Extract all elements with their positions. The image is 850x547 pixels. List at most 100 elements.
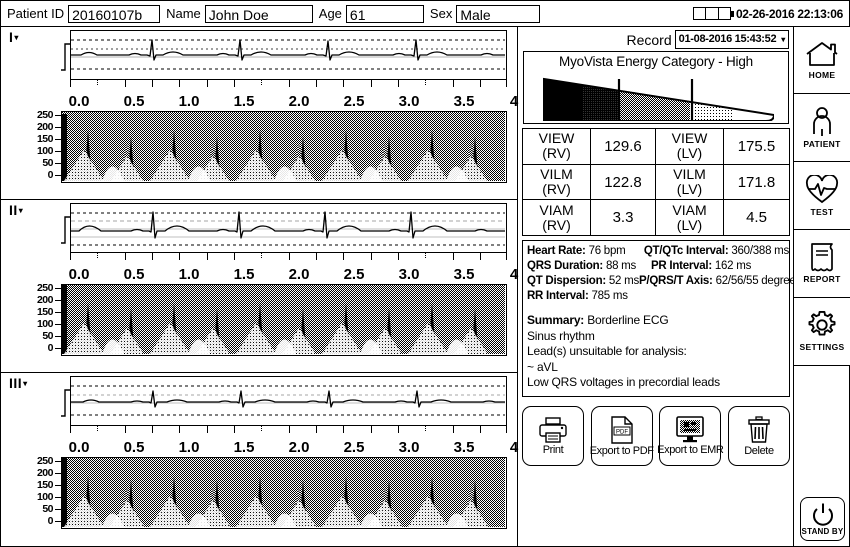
spectrogram-canvas-III xyxy=(62,458,505,527)
age-label: Age xyxy=(318,6,342,21)
lead-block-I: I ▾ xyxy=(1,27,518,200)
sidebar-item-test-label: TEST xyxy=(810,206,834,217)
lead-label-III: III xyxy=(9,375,23,391)
energy-category-title: MyoVista Energy Category - High xyxy=(559,54,753,69)
qt-qtc-key: QT/QTc Interval: xyxy=(643,245,729,257)
printer-icon xyxy=(539,416,567,443)
standby-button[interactable]: STAND BY xyxy=(800,497,845,541)
qt-dispersion-value: 52 ms xyxy=(608,275,639,287)
spectrogram-canvas-I xyxy=(62,112,505,181)
sidebar-item-report-label: REPORT xyxy=(803,274,841,285)
record-selector-row: Record 01-08-2016 15:43:52 ▾ xyxy=(626,30,789,49)
current-datetime: 02-26-2016 22:13:06 xyxy=(735,6,843,21)
pr-interval-value: 162 ms xyxy=(714,260,752,272)
time-axis-labels-III: 0.0 0.5 1.0 1.5 2.0 2.5 3.0 3.5 4 xyxy=(68,439,519,456)
person-icon xyxy=(813,107,831,136)
qrs-duration-value: 88 ms xyxy=(605,260,637,272)
chevron-down-icon: ▾ xyxy=(14,33,19,42)
record-label: Record xyxy=(626,31,672,48)
qt-dispersion-key: QT Dispersion: xyxy=(527,275,606,287)
delete-button-label: Delete xyxy=(744,444,774,457)
print-button[interactable]: Print xyxy=(522,406,584,466)
pdf-file-icon: PDF xyxy=(610,415,633,444)
spectrogram-III: 250 200 150 100 50 0 xyxy=(1,455,511,539)
sex-label: Sex xyxy=(429,6,453,21)
summary-key: Summary: xyxy=(527,313,585,327)
sidebar-item-report[interactable]: REPORT xyxy=(794,228,850,298)
sidebar-item-patient[interactable]: PATIENT xyxy=(794,93,850,163)
main-navigation-sidebar: HOME PATIENT TEST REPORT xyxy=(793,25,850,547)
lead-selector-III[interactable]: III ▾ xyxy=(9,375,28,391)
cell-vilm-lv-label: VILM (LV) xyxy=(656,164,724,200)
summary-line-1: Sinus rhythm xyxy=(527,328,595,343)
heart-rate-key: Heart Rate: xyxy=(527,245,586,257)
summary-line-2: Lead(s) unsuitable for analysis: xyxy=(527,344,687,358)
sidebar-item-test[interactable]: TEST xyxy=(794,161,850,231)
measurements-panel: Heart Rate: 76 bpm QT/QTc Interval: 360/… xyxy=(522,240,796,309)
lead-selector-I[interactable]: I ▾ xyxy=(9,30,19,44)
svg-text:PDF: PDF xyxy=(616,429,628,435)
spectrogram-canvas-II xyxy=(62,285,505,354)
print-button-label: Print xyxy=(542,443,564,456)
time-tick-row-III xyxy=(70,426,507,437)
lead-label-II: II xyxy=(9,202,18,218)
lead-selector-II[interactable]: II ▾ xyxy=(9,202,24,218)
table-row-view: VIEW (RV) 129.6 VIEW (LV) 175.5 xyxy=(523,129,789,165)
ecg-trace-box-III[interactable] xyxy=(70,376,507,426)
name-field[interactable]: John Doe xyxy=(204,4,313,23)
spectrogram-II: 250 200 150 100 50 0 xyxy=(1,282,511,366)
lead-block-II: II ▾ xyxy=(1,200,518,373)
gear-icon xyxy=(808,310,836,336)
summary-value: Borderline ECG xyxy=(584,313,669,327)
ecg-trace-box-I[interactable] xyxy=(70,30,507,80)
sidebar-item-home-label: HOME xyxy=(808,70,836,81)
ecg-trace-III xyxy=(71,385,505,416)
qt-qtc-value: 360/388 ms xyxy=(731,245,789,257)
cell-viam-lv-label: VIAM (LV) xyxy=(656,200,724,236)
sex-field[interactable]: Male xyxy=(456,4,541,23)
time-axis-labels-I: 0.0 0.5 1.0 1.5 2.0 2.5 3.0 3.5 4 xyxy=(68,93,519,110)
house-icon xyxy=(806,42,838,67)
ecg-trace-box-II[interactable] xyxy=(70,203,507,253)
chevron-down-icon: ▾ xyxy=(23,379,28,388)
cell-view-rv-label: VIEW (RV) xyxy=(523,129,591,164)
export-pdf-button-label: Export to PDF xyxy=(589,444,654,457)
monitor-icon xyxy=(676,416,705,443)
cell-vilm-rv-value: 122.8 xyxy=(591,164,656,200)
ecg-panels: I ▾ xyxy=(1,27,518,547)
pr-interval-key: PR Interval: xyxy=(651,260,712,272)
sidebar-item-settings[interactable]: SETTINGS xyxy=(794,296,850,366)
measurement-row-1: Heart Rate: 76 bpm QT/QTc Interval: 360/… xyxy=(527,244,789,259)
spectrogram-image-III[interactable] xyxy=(61,457,507,529)
frequency-axis-III: 250 200 150 100 50 0 xyxy=(15,455,61,529)
export-pdf-button[interactable]: PDF Export to PDF xyxy=(589,406,654,466)
chevron-down-icon: ▾ xyxy=(18,206,24,215)
sidebar-item-home[interactable]: HOME xyxy=(794,25,850,95)
cell-viam-lv-value: 4.5 xyxy=(746,209,767,227)
cell-viam-rv-label: VIAM (RV) xyxy=(523,200,591,236)
view-vilm-viam-table: VIEW (RV) 129.6 VIEW (LV) 175.5 VILM (RV) 1… xyxy=(522,128,790,236)
results-panel: Record 01-08-2016 15:43:52 ▾ MyoVista En… xyxy=(517,27,796,547)
power-icon xyxy=(812,503,833,526)
patient-id-field[interactable]: 20160107b xyxy=(68,4,161,23)
rr-interval-key: RR Interval: xyxy=(527,290,589,302)
cell-view-lv-label: VIEW (LV) xyxy=(656,129,724,164)
frequency-axis-I: 250 200 150 100 50 0 xyxy=(15,109,61,183)
spectrogram-image-II[interactable] xyxy=(61,284,507,356)
ecg-trace-II xyxy=(71,211,505,246)
export-emr-button-label: Export to EMR xyxy=(657,444,724,456)
header-status-group: 02-26-2016 22:13:06 xyxy=(692,6,849,21)
lead-block-III: III ▾ xyxy=(1,373,518,547)
summary-headline: Summary: Borderline ECG xyxy=(527,313,789,329)
battery-icon xyxy=(692,7,734,20)
age-field[interactable]: 61 xyxy=(345,4,424,23)
delete-button[interactable]: Delete xyxy=(727,406,790,466)
sidebar-item-patient-label: PATIENT xyxy=(803,138,841,149)
spectrogram-image-I[interactable] xyxy=(61,111,507,183)
record-dropdown[interactable]: 01-08-2016 15:43:52 ▾ xyxy=(674,30,789,49)
pqrst-axis-value: 62/56/55 degree xyxy=(715,275,796,287)
cell-view-rv-value: 129.6 xyxy=(591,129,656,164)
summary-line-3: ~ aVL xyxy=(527,359,558,374)
export-emr-button[interactable]: Export to EMR xyxy=(657,406,724,466)
ecg-waveform-III: 0.0 0.5 1.0 1.5 2.0 2.5 3.0 3.5 4 xyxy=(61,376,518,456)
